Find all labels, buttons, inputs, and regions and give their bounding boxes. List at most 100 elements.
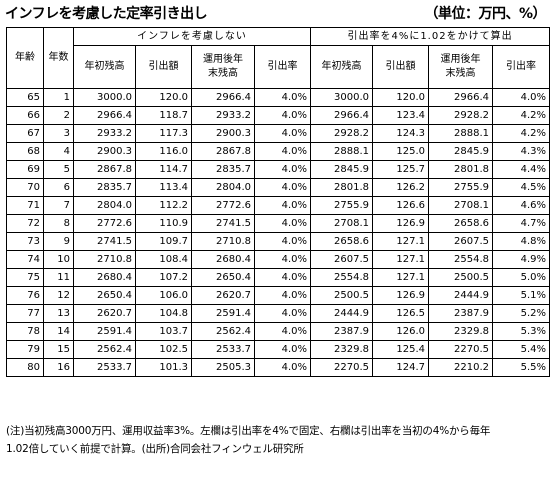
cell-age: 75: [6, 268, 44, 287]
header-end-balance-line1: 運用後年: [440, 54, 481, 65]
cell-start-balance-left: 2900.3: [73, 142, 136, 161]
cell-end-balance-left: 2804.0: [191, 178, 255, 197]
table-row: 79 15 2562.4 102.5 2533.7 4.0% 2329.8 125.4 2270…: [6, 340, 551, 359]
cell-rate-right: 4.7%: [492, 214, 551, 233]
cell-rate-right: 4.2%: [492, 106, 551, 125]
cell-withdrawal-right: 126.5: [372, 304, 430, 323]
table-row: 78 14 2591.4 103.7 2562.4 4.0% 2387.9 126.0 2329…: [6, 322, 551, 341]
cell-end-balance-right: 2607.5: [428, 232, 494, 251]
cell-start-balance-right: 2500.5: [310, 286, 374, 305]
cell-start-balance-right: 2329.8: [310, 340, 374, 359]
cell-end-balance-right: 2888.1: [428, 124, 494, 143]
cell-withdrawal-right: 124.7: [372, 358, 430, 377]
table-row: 75 11 2680.4 107.2 2650.4 4.0% 2554.8 127.1 2500…: [6, 268, 551, 287]
cell-start-balance-left: 2804.0: [73, 196, 136, 215]
header-rate-left: 引出率: [253, 45, 312, 89]
cell-age: 76: [6, 286, 44, 305]
unit-label: （単位：万円、%）: [424, 6, 546, 22]
cell-withdrawal-left: 101.3: [135, 358, 192, 377]
table-row: 70 6 2835.7 113.4 2804.0 4.0% 2801.8 126.2 2755.…: [6, 178, 551, 197]
cell-age: 77: [6, 304, 44, 323]
cell-end-balance-left: 2710.8: [191, 232, 255, 251]
cell-years: 4: [43, 142, 74, 161]
cell-rate-left: 4.0%: [253, 304, 312, 323]
cell-start-balance-left: 2710.8: [73, 250, 136, 269]
cell-age: 71: [6, 196, 44, 215]
cell-rate-right: 5.1%: [492, 286, 551, 305]
cell-years: 7: [43, 196, 74, 215]
cell-age: 69: [6, 160, 44, 179]
cell-withdrawal-left: 120.0: [135, 88, 192, 107]
cell-years: 1: [43, 88, 74, 107]
cell-start-balance-left: 2867.8: [73, 160, 136, 179]
cell-age: 70: [6, 178, 44, 197]
group-header-left: インフレを考慮しない: [72, 27, 312, 46]
cell-withdrawal-left: 103.7: [135, 322, 192, 341]
cell-withdrawal-left: 108.4: [135, 250, 192, 269]
cell-end-balance-left: 2741.5: [191, 214, 255, 233]
cell-end-balance-right: 2928.2: [428, 106, 494, 125]
cell-end-balance-right: 2966.4: [428, 88, 494, 107]
cell-rate-right: 5.3%: [492, 322, 551, 341]
cell-end-balance-right: 2845.9: [428, 142, 494, 161]
cell-rate-right: 4.9%: [492, 250, 551, 269]
cell-rate-left: 4.0%: [253, 232, 312, 251]
cell-rate-right: 5.4%: [492, 340, 551, 359]
header-end-balance-line1: 運用後年: [203, 54, 243, 65]
cell-withdrawal-left: 107.2: [135, 268, 192, 287]
cell-start-balance-right: 2888.1: [310, 142, 374, 161]
table-row: 73 9 2741.5 109.7 2710.8 4.0% 2658.6 127.1 2607.…: [6, 232, 551, 251]
cell-start-balance-left: 2741.5: [73, 232, 136, 251]
cell-start-balance-right: 2928.2: [310, 124, 374, 143]
table-row: 68 4 2900.3 116.0 2867.8 4.0% 2888.1 125.0 2845.…: [6, 142, 551, 161]
cell-age: 80: [6, 358, 44, 377]
cell-end-balance-left: 2620.7: [191, 286, 255, 305]
cell-start-balance-left: 2650.4: [73, 286, 136, 305]
table-row: 66 2 2966.4 118.7 2933.2 4.0% 2966.4 123.4 2928.…: [6, 106, 551, 125]
cell-start-balance-right: 2708.1: [310, 214, 374, 233]
cell-end-balance-right: 2755.9: [428, 178, 494, 197]
cell-rate-left: 4.0%: [253, 196, 312, 215]
cell-rate-right: 5.0%: [492, 268, 551, 287]
cell-rate-right: 4.8%: [492, 232, 551, 251]
cell-years: 14: [43, 322, 74, 341]
cell-start-balance-left: 2772.6: [73, 214, 136, 233]
cell-age: 74: [6, 250, 44, 269]
cell-end-balance-right: 2270.5: [428, 340, 494, 359]
cell-end-balance-left: 2835.7: [191, 160, 255, 179]
cell-rate-left: 4.0%: [253, 142, 312, 161]
cell-start-balance-right: 2755.9: [310, 196, 374, 215]
cell-age: 73: [6, 232, 44, 251]
cell-rate-right: 4.3%: [492, 142, 551, 161]
cell-end-balance-left: 2900.3: [191, 124, 255, 143]
cell-withdrawal-left: 109.7: [135, 232, 192, 251]
cell-rate-left: 4.0%: [253, 160, 312, 179]
cell-age: 68: [6, 142, 44, 161]
cell-start-balance-right: 2270.5: [310, 358, 374, 377]
cell-years: 12: [43, 286, 74, 305]
page-title: インフレを考慮した定率引き出し: [5, 6, 208, 22]
header-withdrawal-left: 引出額: [135, 45, 192, 89]
header-end-balance-line2: 末残高: [445, 68, 476, 79]
cell-rate-left: 4.0%: [253, 340, 312, 359]
cell-start-balance-right: 2607.5: [310, 250, 374, 269]
cell-age: 65: [6, 88, 44, 107]
footnote-line-1: (注)当初残高3000万円、運用収益率3%。左欄は引出率を4%で固定、右欄は引出…: [6, 425, 491, 437]
cell-withdrawal-right: 127.1: [372, 232, 430, 251]
cell-end-balance-left: 2867.8: [191, 142, 255, 161]
header-age: 年齢: [6, 27, 44, 89]
footnote-line-2: 1.02倍していく前提で計算。(出所)合同会社フィンウェル研究所: [6, 443, 304, 455]
footnote: (注)当初残高3000万円、運用収益率3%。左欄は引出率を4%で固定、右欄は引出…: [6, 422, 554, 458]
cell-withdrawal-right: 124.3: [372, 124, 430, 143]
header-end-balance-left: 運用後年 末残高: [191, 45, 255, 89]
cell-years: 15: [43, 340, 74, 359]
cell-rate-left: 4.0%: [253, 214, 312, 233]
cell-age: 66: [6, 106, 44, 125]
table-row: 72 8 2772.6 110.9 2741.5 4.0% 2708.1 126.9 2658.…: [6, 214, 551, 233]
cell-age: 79: [6, 340, 44, 359]
cell-end-balance-right: 2444.9: [428, 286, 494, 305]
cell-years: 8: [43, 214, 74, 233]
cell-end-balance-right: 2554.8: [428, 250, 494, 269]
cell-years: 3: [43, 124, 74, 143]
